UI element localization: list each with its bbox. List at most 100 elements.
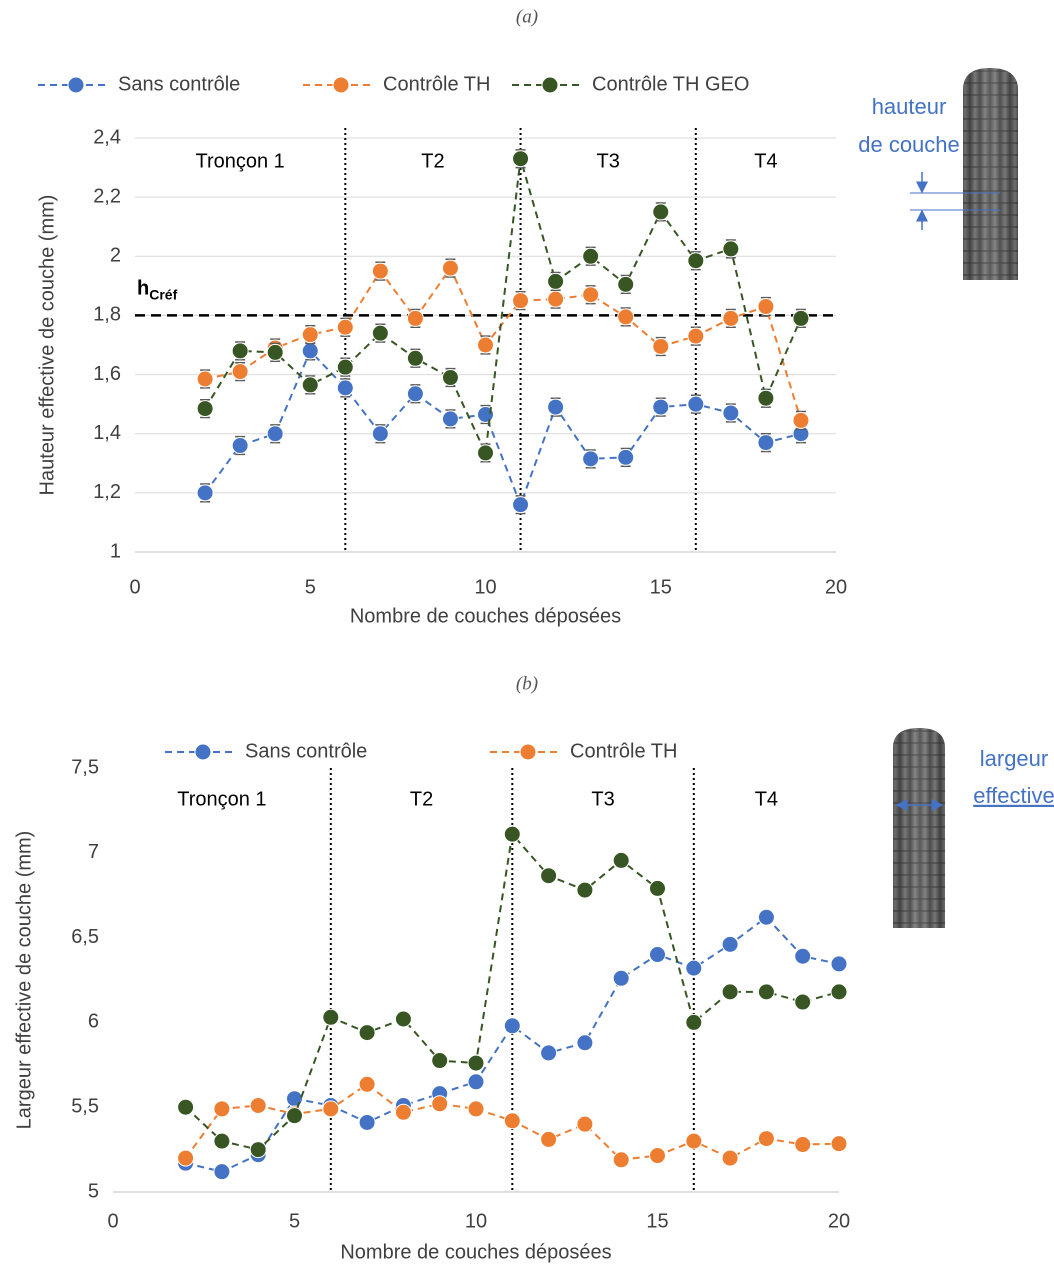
data-point: [406, 309, 424, 327]
data-point: [757, 983, 775, 1001]
y-tick-label: 1,8: [93, 304, 121, 326]
data-point: [213, 1100, 231, 1118]
data-point: [301, 376, 319, 394]
x-tick-label: 20: [825, 576, 847, 598]
data-point: [547, 290, 565, 308]
x-axis-title: Nombre de couches déposées: [350, 605, 621, 627]
data-point: [721, 935, 739, 953]
y-tick-label: 5,5: [71, 1095, 99, 1117]
data-point: [649, 946, 666, 964]
data-point: [196, 400, 214, 418]
section-label: Tronçon 1: [177, 788, 266, 810]
reference-symbol: h: [137, 278, 149, 300]
x-tick-label: 20: [828, 1210, 850, 1232]
data-point: [394, 1103, 412, 1121]
data-point: [441, 410, 459, 428]
data-point: [612, 1151, 630, 1169]
data-point: [301, 326, 319, 344]
data-point: [685, 959, 703, 977]
data-point: [757, 434, 775, 452]
y-tick-label: 1,2: [93, 481, 121, 503]
data-point: [830, 1135, 848, 1153]
chart-title: (a): [516, 6, 538, 27]
data-point: [540, 1130, 558, 1148]
side-label: largeur: [980, 746, 1048, 771]
data-point: [301, 342, 319, 360]
section-label: T4: [755, 788, 778, 810]
legend-label: Contrôle TH: [570, 740, 677, 762]
data-point: [721, 983, 739, 1001]
data-point: [371, 425, 389, 443]
data-point: [477, 336, 494, 354]
data-point: [177, 1098, 195, 1116]
data-point: [336, 379, 354, 397]
data-point: [685, 1132, 703, 1150]
legend-marker: [194, 743, 212, 761]
data-point: [441, 369, 459, 387]
y-tick-label: 1: [110, 540, 121, 562]
y-tick-label: 5: [88, 1180, 99, 1202]
data-point: [177, 1149, 195, 1167]
data-point: [722, 309, 740, 327]
data-point: [406, 349, 424, 367]
data-point: [394, 1010, 412, 1028]
y-tick-label: 7: [88, 841, 99, 863]
data-point: [322, 1008, 340, 1026]
y-tick-label: 7,5: [71, 756, 99, 778]
data-point: [649, 879, 666, 897]
data-point: [722, 404, 740, 422]
data-point: [582, 450, 600, 468]
data-point: [547, 398, 565, 416]
x-tick-label: 5: [305, 576, 316, 598]
data-point: [213, 1132, 231, 1150]
data-point: [213, 1163, 231, 1181]
x-tick-label: 10: [465, 1210, 487, 1232]
x-axis-title: Nombre de couches déposées: [340, 1241, 611, 1263]
data-point: [336, 358, 354, 376]
data-point: [576, 881, 594, 899]
data-point: [358, 1024, 376, 1042]
legend-marker: [541, 76, 559, 94]
data-point: [757, 298, 775, 316]
data-point: [286, 1107, 303, 1125]
x-tick-label: 15: [646, 1210, 668, 1232]
data-point: [477, 444, 494, 462]
side-label: effective: [973, 783, 1054, 808]
data-point: [336, 318, 354, 336]
legend-marker: [519, 743, 537, 761]
section-label: T2: [410, 788, 433, 810]
data-point: [231, 437, 249, 455]
data-point: [431, 1095, 449, 1113]
data-point: [540, 1044, 558, 1062]
data-point: [617, 275, 635, 293]
data-point: [652, 398, 670, 416]
data-point: [540, 867, 558, 885]
data-point: [547, 272, 565, 290]
reference-label: hCréf: [137, 278, 178, 302]
data-point: [406, 385, 424, 403]
x-tick-label: 15: [650, 576, 672, 598]
data-point: [582, 247, 600, 265]
data-point: [612, 969, 630, 987]
legend-marker: [67, 76, 85, 94]
data-point: [649, 1147, 666, 1165]
side-label: de couche: [858, 132, 960, 157]
side-label: hauteur: [872, 94, 947, 119]
data-point: [358, 1075, 376, 1093]
section-label: T2: [421, 150, 444, 172]
data-point: [757, 389, 775, 407]
data-point: [196, 484, 214, 502]
data-point: [503, 1017, 521, 1035]
data-point: [617, 448, 635, 466]
data-point: [792, 309, 810, 327]
data-point: [687, 252, 705, 270]
data-point: [249, 1097, 267, 1115]
y-tick-label: 1,6: [93, 363, 121, 385]
data-point: [794, 993, 812, 1011]
section-label: T3: [591, 788, 614, 810]
y-tick-label: 1,4: [93, 422, 121, 444]
data-point: [503, 1112, 521, 1130]
data-point: [266, 343, 284, 361]
chart-title: (b): [516, 673, 538, 694]
